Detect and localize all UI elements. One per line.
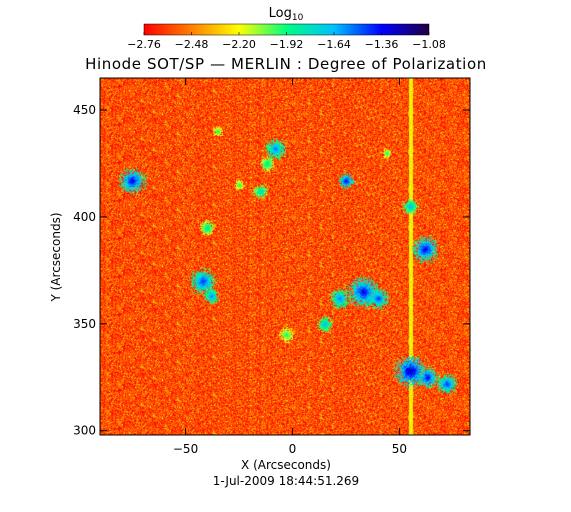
y-tick-label: 400 — [73, 210, 96, 224]
plot-area: −50 0 50 300 350 400 450 — [73, 77, 471, 456]
heatmap-image — [100, 78, 470, 435]
y-tick-label: 300 — [73, 424, 96, 438]
x-tick-label: 50 — [392, 442, 407, 456]
x-axis-ticks: −50 0 50 — [173, 78, 407, 456]
colorbar-tick-label: −2.76 — [127, 38, 161, 51]
colorbar-tick-label: −1.36 — [365, 38, 399, 51]
plot-frame — [99, 77, 471, 436]
colorbar: Log10 −2.76 −2.48 −2.20 −1.92 −1.64 −1.36 −1.0… — [127, 6, 446, 51]
colorbar-ticks: −2.76 −2.48 −2.20 −1.92 −1.64 −1.36 −1.08 — [127, 32, 446, 51]
y-tick-label: 450 — [73, 103, 96, 117]
colorbar-tick-label: −2.20 — [222, 38, 256, 51]
y-axis-ticks: 300 350 400 450 — [73, 103, 470, 438]
y-axis-label: Y (Arcseconds) — [49, 212, 63, 302]
colorbar-tick-label: −1.08 — [412, 38, 446, 51]
colorbar-label: Log10 — [269, 6, 304, 23]
colorbar-tick-label: −2.48 — [175, 38, 209, 51]
colorbar-tick-label: −1.64 — [317, 38, 351, 51]
x-tick-label: −50 — [173, 442, 198, 456]
timestamp: 1-Jul-2009 18:44:51.269 — [213, 474, 359, 488]
colorbar-tick-label: −1.92 — [270, 38, 304, 51]
x-axis-label: X (Arcseconds) — [241, 458, 331, 472]
chart-title: Hinode SOT/SP — MERLIN : Degree of Polar… — [85, 55, 487, 73]
x-tick-label: 0 — [289, 442, 297, 456]
y-tick-label: 350 — [73, 317, 96, 331]
